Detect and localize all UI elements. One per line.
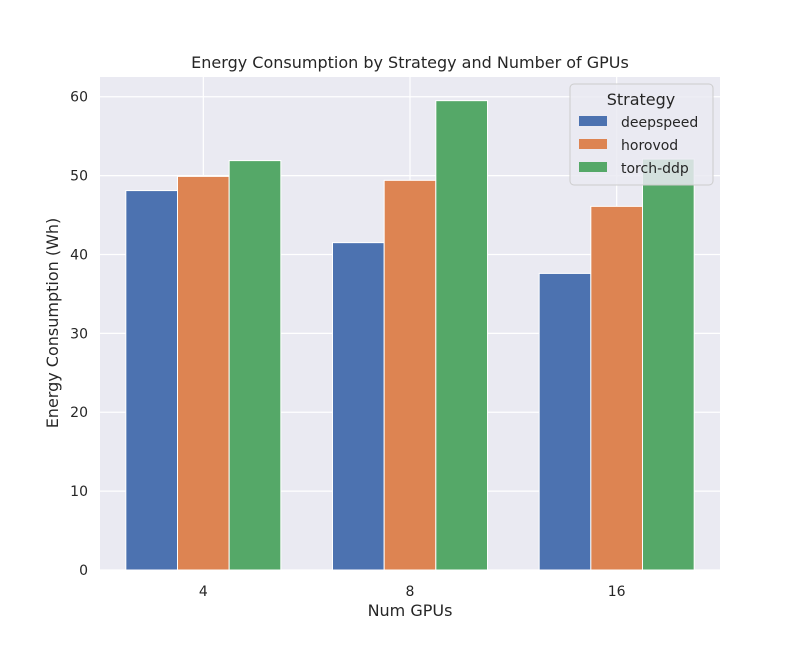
y-tick-label: 20 [70,405,88,421]
x-tick-label: 4 [199,584,208,600]
y-tick-label: 40 [70,247,88,263]
legend-label-torch-ddp: torch-ddp [621,161,689,177]
x-tick-label: 8 [406,584,415,600]
y-tick-label: 0 [79,563,88,579]
x-tick-label: 16 [608,584,626,600]
x-tick-labels: 4 8 16 [199,584,626,600]
legend-title: Strategy [607,90,676,109]
chart-title: Energy Consumption by Strategy and Numbe… [191,53,629,72]
bar-deepspeed-16 [538,272,592,571]
legend-box [569,83,714,186]
bar-deepspeed-4 [125,190,179,571]
legend-swatch-horovod [579,139,607,149]
x-axis-label: Num GPUs [368,601,453,620]
bar-horovod-8 [383,179,437,571]
legend: Strategy deepspeed horovod torch-ddp [569,83,714,186]
bars [125,100,695,571]
y-tick-label: 50 [70,169,88,185]
bar-torch-ddp-16 [642,158,695,571]
bar-deepspeed-8 [332,242,385,571]
bar-torch-ddp-4 [228,160,282,571]
y-axis-label: Energy Consumption (Wh) [43,218,62,429]
y-tick-label: 60 [70,90,88,106]
y-tick-label: 30 [70,326,88,342]
bar-torch-ddp-8 [435,100,489,571]
legend-label-deepspeed: deepspeed [621,115,698,131]
y-tick-label: 10 [70,484,88,500]
legend-swatch-torch-ddp [579,162,607,172]
legend-items: deepspeed horovod torch-ddp [579,115,698,177]
y-tick-labels: 0 10 20 30 40 50 60 [70,90,88,579]
legend-swatch-deepspeed [579,116,607,126]
bar-horovod-16 [590,205,643,571]
legend-label-horovod: horovod [621,138,678,154]
bar-horovod-4 [177,175,230,571]
